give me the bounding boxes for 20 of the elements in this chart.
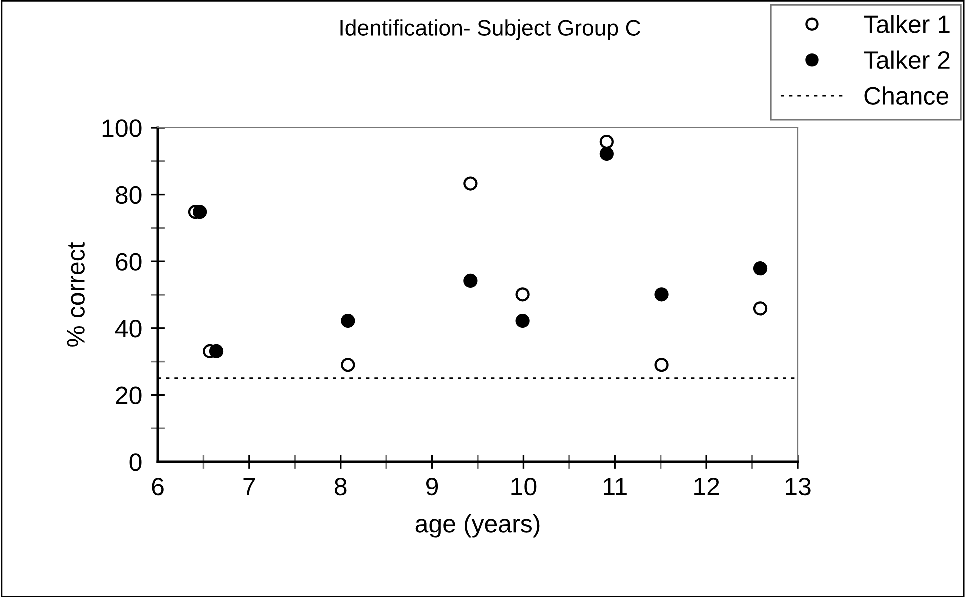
legend-label: Talker 2 [864,50,950,70]
x-tick-label: 12 [694,478,720,496]
y-tick-label: 20 [116,386,142,405]
y-tick-label: 100 [102,120,142,138]
y-axis-title: % correct [67,242,85,347]
y-tick-label: 0 [130,454,142,472]
x-tick-label: 13 [786,478,811,496]
y-tick-label: 40 [115,320,142,338]
chart-title: Identification- Subject Group C [340,20,640,40]
y-tick-label: 80 [116,186,142,204]
x-tick-label: 10 [512,478,537,496]
x-tick-label: 8 [334,478,347,496]
x-tick-label: 6 [152,478,164,496]
x-tick-label: 9 [426,478,438,496]
x-tick-label: 7 [244,478,256,496]
legend-label: Chance [864,86,949,105]
y-tick-label: 60 [116,253,142,271]
x-tick-label: 11 [604,478,627,496]
legend-label: Talker 1 [864,15,950,34]
x-axis-title: age (years) [416,514,540,538]
